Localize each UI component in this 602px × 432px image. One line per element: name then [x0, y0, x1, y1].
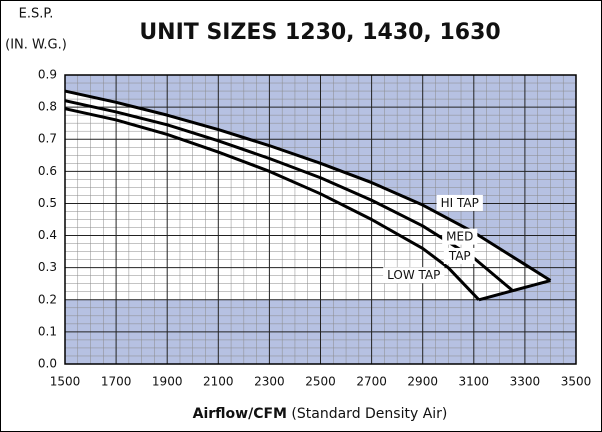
x-axis-label-note: (Standard Density Air) — [291, 406, 447, 422]
annotation-label: LOW TAP — [387, 268, 440, 282]
annotation: HI TAP — [436, 194, 483, 211]
annotation-label: MED — [446, 230, 473, 244]
y-tick-label: 0.1 — [38, 324, 57, 338]
x-tick-label: 1900 — [152, 375, 183, 389]
y-tick-label: 0.5 — [38, 196, 57, 210]
x-tick-label: 1500 — [50, 375, 81, 389]
x-tick-label: 3300 — [510, 375, 541, 389]
annotation-label: TAP — [448, 249, 471, 263]
curve — [64, 89, 552, 282]
y-tick-label: 0.7 — [38, 132, 57, 146]
y-tick-label: 0.6 — [38, 164, 57, 178]
x-tick-label: 2500 — [305, 375, 336, 389]
y-tick-label: 0.0 — [38, 357, 57, 371]
x-tick-label: 2900 — [407, 375, 438, 389]
x-tick-label: 3500 — [561, 375, 592, 389]
annotation: TAP — [443, 247, 475, 264]
y-tick-label: 0.9 — [38, 68, 57, 82]
annotation-background — [383, 267, 445, 284]
x-tick-label: 3100 — [459, 375, 490, 389]
annotation: LOW TAP — [383, 267, 445, 284]
y-tick-label: 0.8 — [38, 100, 57, 114]
annotation-background — [442, 228, 478, 245]
x-axis-label: Airflow/CFM (Standard Density Air) — [193, 406, 448, 422]
x-tick-label: 1700 — [101, 375, 132, 389]
chart-title: UNIT SIZES 1230, 1430, 1630 — [139, 20, 500, 45]
annotation-label: HI TAP — [441, 196, 479, 210]
curve — [64, 107, 480, 301]
y-tick-label: 0.2 — [38, 292, 57, 306]
plot-border — [64, 74, 577, 365]
curve — [478, 279, 551, 302]
y-tick-label: 0.4 — [38, 228, 57, 242]
annotation-background — [443, 247, 475, 264]
annotation-background — [436, 194, 483, 211]
x-tick-label: 2100 — [203, 375, 234, 389]
x-tick-label: 2700 — [356, 375, 387, 389]
annotation: MED — [442, 228, 478, 245]
y-axis-label: E.S.P. — [19, 7, 54, 22]
x-tick-label: 2300 — [254, 375, 285, 389]
x-axis-label-main: Airflow/CFM — [193, 406, 287, 422]
y-tick-label: 0.3 — [38, 260, 57, 274]
y-axis-label: (IN. W.G.) — [5, 38, 67, 53]
